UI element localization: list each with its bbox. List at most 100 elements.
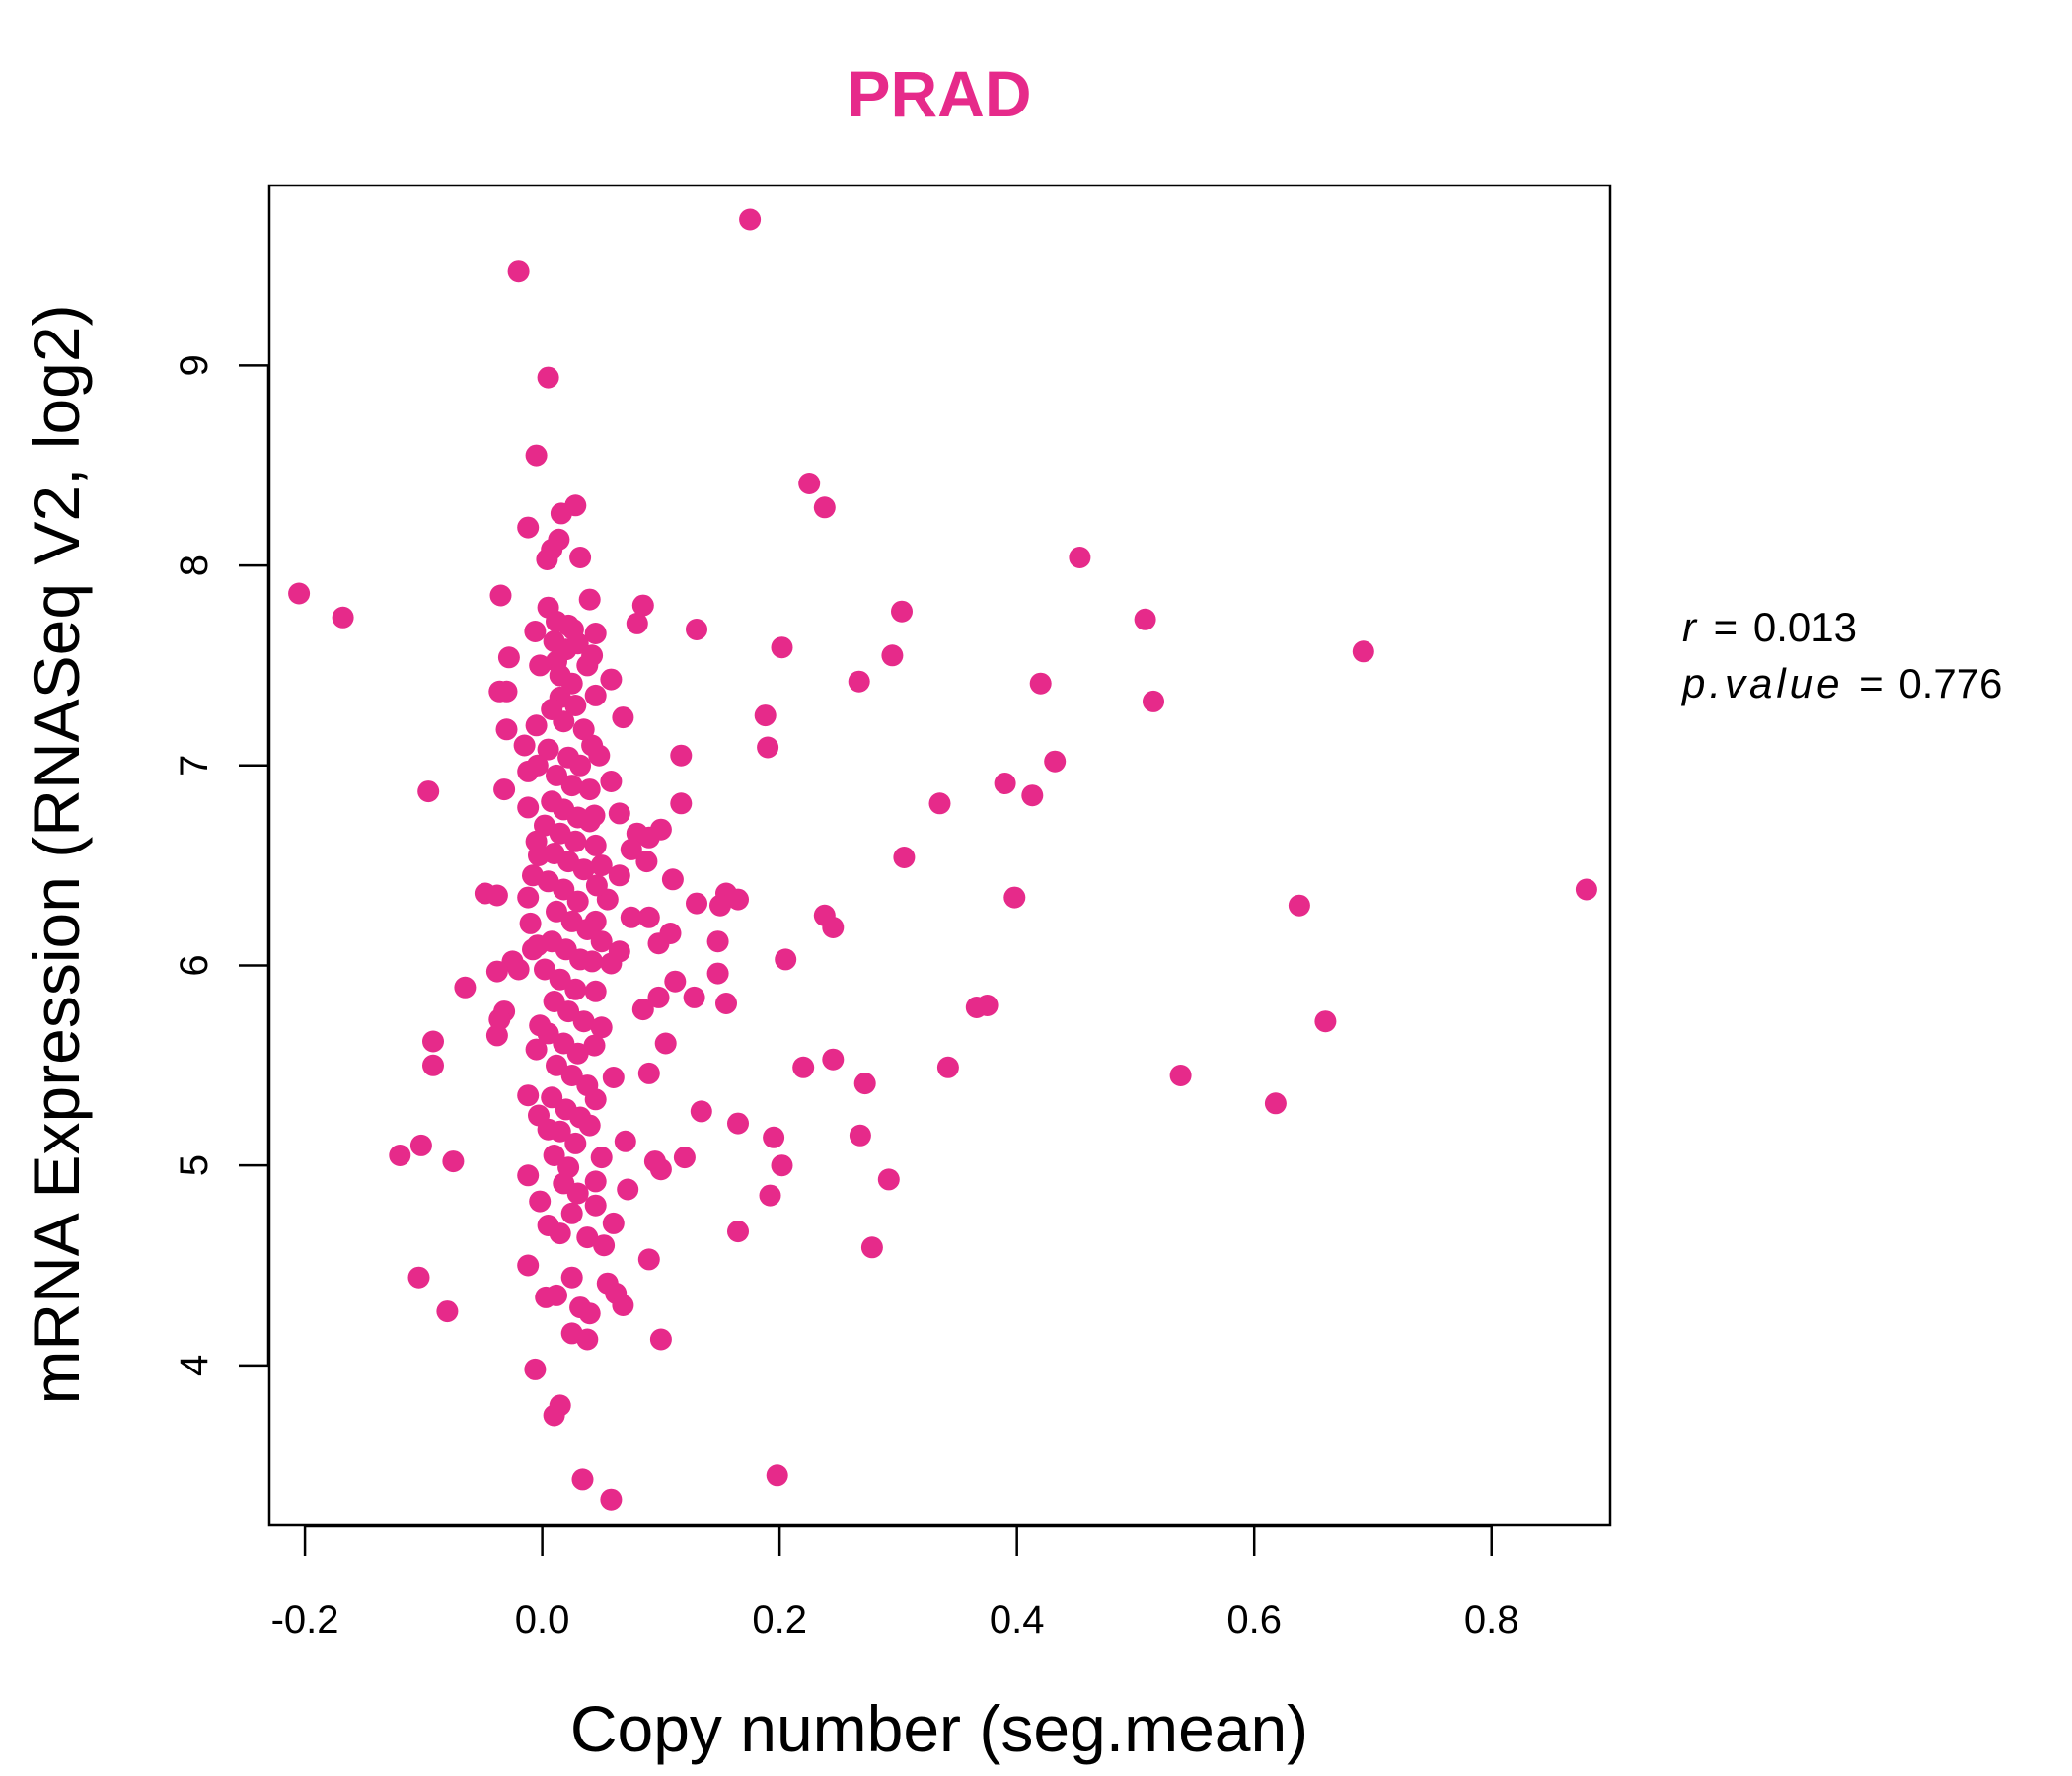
data-point	[517, 886, 540, 909]
data-point	[1044, 750, 1067, 773]
data-point	[524, 1358, 547, 1380]
y-tick-label: 4	[173, 1355, 216, 1376]
data-point	[686, 619, 707, 640]
data-point	[766, 1464, 788, 1487]
data-point	[928, 792, 951, 815]
data-point	[529, 654, 552, 677]
data-point	[584, 834, 607, 856]
data-point	[727, 1112, 749, 1135]
x-tick-label: 0.8	[1464, 1598, 1519, 1642]
data-point	[543, 1404, 565, 1427]
data-point	[517, 1164, 540, 1187]
data-point	[792, 1056, 815, 1078]
y-tick-label: 6	[173, 954, 216, 976]
data-point	[822, 917, 845, 938]
data-point	[549, 1120, 571, 1143]
data-point	[600, 771, 623, 792]
data-point	[664, 970, 687, 993]
data-point	[649, 1328, 672, 1351]
data-point	[569, 547, 592, 568]
data-point	[576, 919, 599, 940]
data-point	[848, 670, 870, 693]
data-point	[798, 473, 821, 494]
data-point	[584, 980, 607, 1002]
data-point	[572, 718, 595, 741]
x-tick-label: 0.4	[990, 1598, 1045, 1642]
data-point	[529, 1014, 552, 1037]
data-point	[715, 993, 737, 1014]
data-point	[759, 1184, 781, 1207]
data-point	[525, 714, 548, 737]
data-point	[584, 623, 607, 644]
data-point	[488, 1008, 511, 1031]
x-tick-label: 0.2	[752, 1598, 807, 1642]
data-point	[673, 1147, 696, 1169]
p-equals: =	[1859, 660, 1884, 706]
data-point	[584, 684, 607, 706]
data-point	[647, 986, 670, 1008]
data-point	[564, 1132, 587, 1154]
data-point	[583, 804, 606, 827]
x-axis-label: Copy number (seg.mean)	[570, 1692, 1308, 1765]
data-point	[602, 1067, 625, 1088]
data-point	[647, 932, 670, 955]
data-point	[546, 1054, 567, 1076]
y-axis: 4 5 6 7 8 9	[173, 354, 270, 1376]
data-point	[493, 778, 516, 801]
data-point	[849, 1124, 871, 1147]
data-point	[489, 584, 512, 607]
data-point	[529, 1190, 552, 1213]
data-point	[485, 1024, 508, 1047]
data-point	[590, 854, 613, 877]
data-point	[631, 594, 654, 617]
data-point	[507, 260, 530, 283]
data-point	[566, 1042, 589, 1065]
points-layer	[288, 208, 1597, 1511]
data-point	[576, 1328, 599, 1351]
data-point	[566, 806, 589, 829]
data-point	[546, 764, 567, 786]
data-point	[877, 1168, 900, 1191]
data-point	[686, 892, 707, 915]
data-point	[637, 906, 660, 928]
data-point	[534, 958, 555, 981]
data-point	[581, 950, 604, 973]
data-point	[739, 208, 762, 231]
data-point	[771, 636, 793, 659]
data-point	[631, 999, 654, 1021]
data-point	[600, 1488, 623, 1511]
data-point	[860, 1236, 883, 1259]
data-point	[560, 1065, 583, 1086]
data-point	[407, 1266, 430, 1289]
data-point	[553, 878, 575, 901]
data-point	[549, 968, 571, 991]
data-point	[727, 1221, 749, 1243]
data-point	[541, 1086, 563, 1109]
plot-frame	[267, 184, 1612, 1527]
data-point	[576, 1074, 599, 1097]
data-point	[654, 1032, 677, 1055]
data-point	[566, 1182, 589, 1205]
data-point	[612, 706, 634, 729]
data-point	[635, 851, 658, 873]
data-point	[578, 778, 601, 801]
data-point	[436, 1300, 459, 1323]
data-point	[537, 366, 559, 389]
data-point	[670, 744, 693, 767]
data-point	[936, 1056, 959, 1078]
data-point	[637, 1248, 660, 1271]
data-point	[602, 1212, 625, 1234]
data-point	[626, 612, 648, 634]
data-point	[709, 894, 731, 917]
data-point	[454, 976, 477, 999]
p-annotation: p.value = 0.776	[1680, 660, 2002, 706]
data-point	[608, 802, 630, 825]
data-point	[389, 1145, 411, 1166]
x-axis: -0.2 0.0 0.2 0.4 0.6 0.8	[271, 1524, 1519, 1642]
data-point	[557, 1000, 580, 1023]
data-point	[1069, 547, 1091, 568]
data-point	[1264, 1092, 1287, 1115]
y-axis-label: mRNA Expression (RNASeq V2, log2)	[20, 304, 93, 1404]
data-point	[614, 1130, 636, 1152]
data-point	[572, 858, 595, 881]
